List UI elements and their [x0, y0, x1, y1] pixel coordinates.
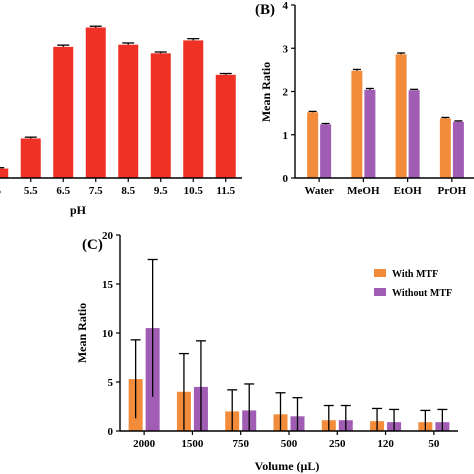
legend-swatch-with-mtf: [374, 269, 386, 277]
panelc-y-tick-label-0: 0: [108, 426, 114, 438]
panelb-x-tick-label-Water: Water: [304, 185, 333, 197]
panela-bar-11.5-s0: [215, 74, 236, 178]
panel-c: (C) Mean Ratio Volume (μL) 2000 1500 750 50…: [75, 230, 458, 473]
panelb-x-tick-label-MeOH: MeOH: [347, 185, 380, 197]
legend-swatch-without-mtf: [374, 288, 386, 296]
panelb-bar-PrOH-s0: [439, 118, 451, 178]
legend-label-without-mtf: Without MTF: [392, 288, 452, 299]
panelb-bar-EtOH-s1: [408, 90, 420, 178]
panelc-x-tick-label-1500: 1500: [181, 438, 204, 450]
panela-x-tick-label-5: 5: [0, 185, 2, 197]
panel-b-axes: [291, 4, 474, 182]
panel-b-y-axis-title: Mean Ratio: [259, 62, 273, 122]
panelc-x-tick-label-50: 50: [428, 438, 440, 450]
panelb-bar-Water-s1: [320, 124, 332, 178]
panela-x-tick-label-7.5: 7.5: [89, 185, 103, 197]
panelb-bar-MeOH-s1: [364, 89, 376, 178]
panel-a-bars: [0, 25, 236, 179]
panela-bar-6.5-s0: [53, 46, 74, 178]
panela-bar-5.5-s0: [20, 138, 41, 178]
panela-bar-5-s0: [0, 168, 9, 178]
panelc-x-tick-label-120: 120: [377, 438, 394, 450]
panela-bar-10.5-s0: [183, 40, 204, 179]
legend-label-with-mtf: With MTF: [392, 269, 438, 280]
panelb-x-tick-label-EtOH: EtOH: [394, 185, 423, 197]
panel-a-x-axis-title: pH: [70, 203, 87, 217]
panela-bar-8.5-s0: [118, 44, 139, 179]
panel-b: (B) Mean Ratio Water MeOH EtOH PrOH 0 1 2 3 4: [255, 0, 474, 197]
panelb-bar-Water-s0: [307, 112, 319, 178]
panel-c-label: (C): [82, 237, 103, 253]
panelb-y-tick-label-2: 2: [283, 87, 289, 99]
panel-b-label: (B): [255, 2, 275, 18]
panela-x-tick-label-11.5: 11.5: [216, 185, 235, 197]
panelb-y-tick-label-1: 1: [283, 130, 289, 142]
panelb-bar-MeOH-s0: [351, 70, 363, 178]
panelc-y-tick-label-5: 5: [108, 377, 114, 389]
panelb-y-tick-label-4: 4: [283, 0, 289, 12]
panelc-y-tick-label-15: 15: [102, 279, 114, 291]
panelc-x-tick-label-250: 250: [329, 438, 346, 450]
panel-a-axes: [0, 177, 242, 182]
panela-bar-9.5-s0: [150, 53, 171, 178]
panel-c-bars: [128, 258, 450, 431]
panela-x-tick-label-8.5: 8.5: [121, 185, 135, 197]
panel-c-legend: With MTF Without MTF: [374, 269, 452, 299]
panel-c-axes: [116, 234, 458, 435]
panel-c-y-axis-title: Mean Ratio: [75, 303, 89, 363]
panelb-bar-PrOH-s1: [452, 121, 464, 178]
panelb-y-tick-label-3: 3: [283, 43, 289, 55]
panela-x-tick-label-10.5: 10.5: [184, 185, 204, 197]
panela-x-tick-label-6.5: 6.5: [56, 185, 70, 197]
panelc-x-tick-label-500: 500: [281, 438, 298, 450]
panel-a: 5 5.5 6.5 7.5 8.5 9.5 10.5 11.5 pH: [0, 25, 242, 217]
panelc-x-tick-label-2000: 2000: [133, 438, 156, 450]
panelb-x-tick-label-PrOH: PrOH: [438, 185, 467, 197]
panel-b-bars: [307, 52, 464, 178]
panela-x-tick-label-9.5: 9.5: [154, 185, 168, 197]
panel-c-x-axis-title: Volume (μL): [255, 459, 320, 473]
panela-x-tick-label-5.5: 5.5: [24, 185, 38, 197]
panelc-x-tick-label-750: 750: [232, 438, 249, 450]
panelc-y-tick-label-10: 10: [102, 328, 114, 340]
panel-b-tick-labels: Water MeOH EtOH PrOH 0 1 2 3 4: [283, 0, 467, 197]
panela-bar-7.5-s0: [85, 27, 106, 178]
panelb-y-tick-label-0: 0: [283, 173, 289, 185]
panelc-y-tick-label-20: 20: [102, 230, 114, 242]
panelb-bar-EtOH-s0: [395, 54, 407, 178]
panel-a-tick-labels: 5 5.5 6.5 7.5 8.5 9.5 10.5 11.5: [0, 185, 236, 197]
